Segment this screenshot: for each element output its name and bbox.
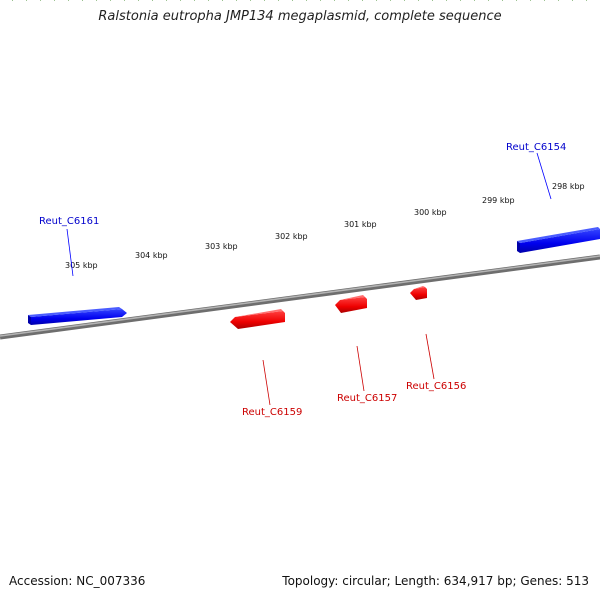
gene-label-reut-c6156[interactable]: Reut_C6156 — [406, 381, 466, 392]
gene-reut-c6154[interactable] — [517, 227, 600, 253]
callout-line-reut-c6156 — [425, 333, 435, 380]
callout-line-reut-c6157 — [356, 345, 365, 392]
gene-label-reut-c6161[interactable]: Reut_C6161 — [39, 216, 99, 227]
ruler-label-298: 298 kbp — [552, 182, 585, 191]
gene-reut-c6159[interactable] — [230, 309, 285, 329]
gene-label-reut-c6159[interactable]: Reut_C6159 — [242, 407, 302, 418]
plasmid-backbone-highlight — [0, 255, 600, 337]
gene-label-reut-c6157[interactable]: Reut_C6157 — [337, 393, 397, 404]
callout-line-reut-c6159 — [262, 359, 271, 406]
ruler-label-301: 301 kbp — [344, 220, 377, 229]
gene-reut-c6156[interactable] — [410, 286, 427, 300]
gene-reut-c6161[interactable] — [28, 307, 127, 325]
ruler-label-305: 305 kbp — [65, 261, 98, 270]
gene-label-reut-c6154[interactable]: Reut_C6154 — [506, 142, 566, 153]
ruler-label-303: 303 kbp — [205, 242, 238, 251]
ruler-label-304: 304 kbp — [135, 251, 168, 260]
callout-line-reut-c6161 — [66, 228, 74, 277]
sequence-info-text: Topology: circular; Length: 634,917 bp; … — [282, 574, 589, 588]
map-title: Ralstonia eutropha JMP134 megaplasmid, c… — [98, 9, 502, 24]
accession-text: Accession: NC_007336 — [9, 574, 146, 588]
callout-line-reut-c6154 — [536, 152, 552, 200]
ruler-label-299: 299 kbp — [482, 196, 515, 205]
ruler-label-302: 302 kbp — [275, 232, 308, 241]
gene-reut-c6157[interactable] — [335, 295, 367, 313]
ruler-label-300: 300 kbp — [414, 208, 447, 217]
ruler-labels: 298 kbp 299 kbp 300 kbp 301 kbp 302 kbp … — [65, 182, 585, 270]
